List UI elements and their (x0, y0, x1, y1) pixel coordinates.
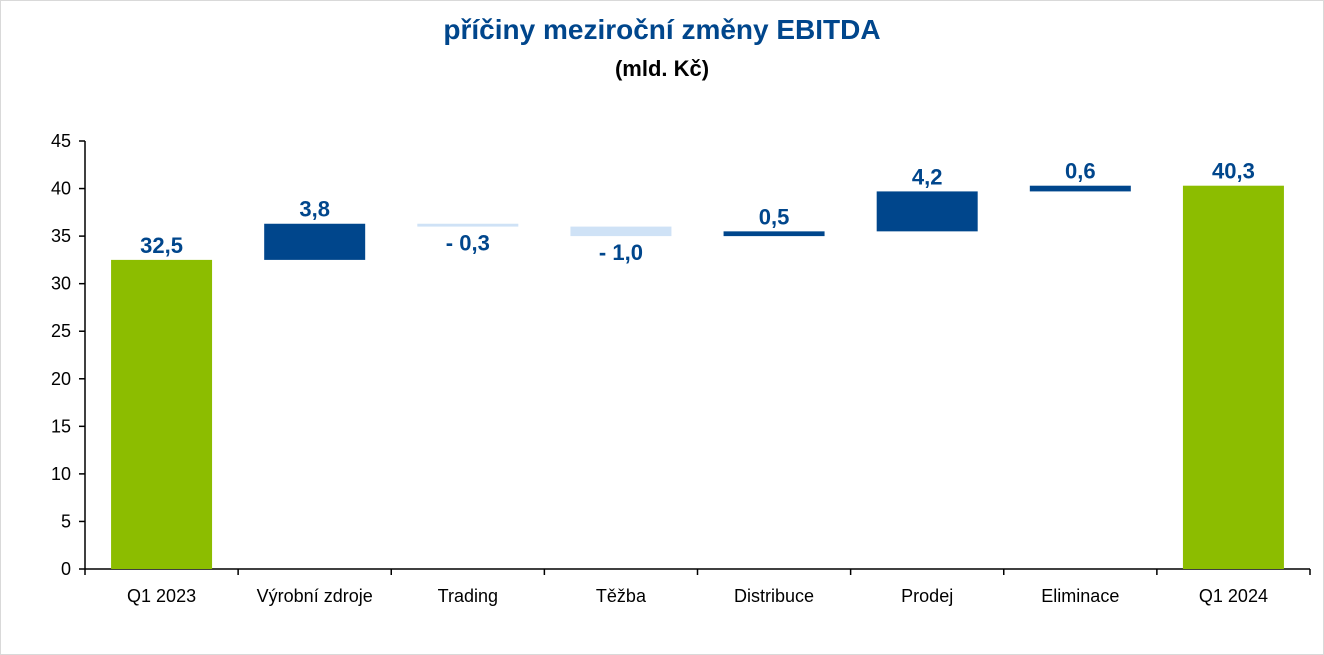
category-label: Q1 2024 (1199, 586, 1268, 606)
bar-total (111, 259, 213, 569)
y-tick-label: 15 (51, 416, 71, 436)
category-label: Prodej (901, 586, 953, 606)
y-tick-label: 25 (51, 321, 71, 341)
y-tick-label: 30 (51, 274, 71, 294)
category-label: Q1 2023 (127, 586, 196, 606)
bar-total (1182, 185, 1284, 570)
data-label: 0,6 (1065, 159, 1096, 184)
y-tick-label: 0 (61, 559, 71, 579)
chart-subtitle: (mld. Kč) (614, 56, 710, 81)
category-label: Distribuce (734, 586, 814, 606)
y-tick-label: 10 (51, 464, 71, 484)
data-label: - 1,0 (599, 240, 643, 265)
bar-increase (1029, 185, 1131, 192)
chart-title: příčiny meziroční změny EBITDA (443, 14, 881, 45)
data-label: 4,2 (912, 164, 943, 189)
y-tick-label: 40 (51, 179, 71, 199)
category-label: Výrobní zdroje (257, 586, 373, 606)
bar-increase (723, 231, 825, 237)
category-label: Eliminace (1041, 586, 1119, 606)
y-tick-label: 35 (51, 226, 71, 246)
data-label: 40,3 (1212, 159, 1255, 184)
category-label: Trading (438, 586, 498, 606)
y-tick-label: 20 (51, 369, 71, 389)
y-tick-label: 45 (51, 131, 71, 151)
category-label: Těžba (596, 586, 647, 606)
y-tick-label: 5 (61, 511, 71, 531)
data-label: 32,5 (140, 233, 183, 258)
bar-increase (876, 191, 978, 232)
bar-decrease (570, 226, 672, 237)
data-label: 0,5 (759, 204, 790, 229)
data-label: - 0,3 (446, 231, 490, 256)
bar-decrease (417, 223, 519, 227)
data-label: 3,8 (299, 197, 330, 222)
bar-increase (264, 223, 366, 260)
